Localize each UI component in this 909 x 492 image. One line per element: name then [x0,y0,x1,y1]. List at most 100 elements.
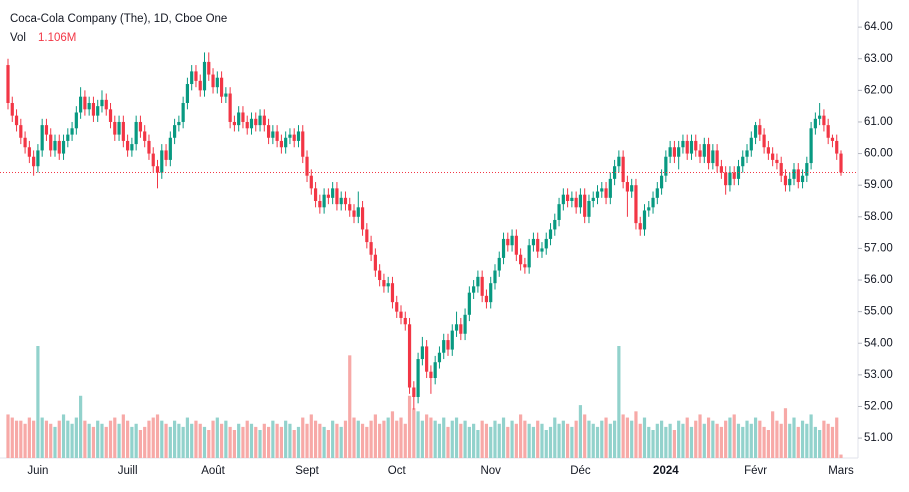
volume-bar [348,355,352,458]
volume-bar [147,420,151,458]
volume-bar [548,426,553,458]
candle-body [40,125,44,151]
volume-bar [574,420,578,458]
volume-bar [711,420,715,458]
candle-body [339,197,343,205]
volume-bar [467,426,471,458]
volume-bar [211,420,215,458]
candle-body [800,175,805,183]
candle-body [23,137,27,148]
candle-body [83,96,87,110]
volume-bar [232,430,237,458]
volume-bar [126,420,130,458]
candle-body [638,223,642,230]
volume-bar [262,423,266,458]
candle-body [497,257,501,271]
candle-body [595,191,600,198]
volume-bar [194,420,198,458]
candle-body [121,121,125,141]
candle-body [557,204,561,220]
volume-bar [57,420,61,458]
volume-bar [258,430,262,458]
candle-body [480,276,484,296]
candle-body [365,229,369,243]
volume-bar [719,426,723,458]
volume-bar [32,420,36,458]
volume-bar [634,411,638,458]
candle-body [378,270,382,281]
volume-bar [484,423,489,458]
volume-bar [190,423,194,458]
volume-bar [557,423,561,458]
candle-body [659,175,664,189]
candle-body [779,163,783,176]
volume-bar [360,423,365,458]
y-tick-label: 56.00 [864,274,893,286]
volume-bar [134,423,138,458]
volume-bar [275,423,279,458]
volume-bar [527,423,531,458]
candle-body [301,131,305,157]
volume-bar [536,420,540,458]
volume-bar [736,423,741,458]
candle-body [160,150,164,173]
candle-body [711,150,715,164]
y-tick-label: 62.00 [864,84,893,96]
candle-body [775,159,779,164]
volume-bar [604,417,608,458]
volume-bar [706,417,711,458]
candle-body [578,194,583,208]
volume-bar [788,423,792,458]
volume-bar [506,426,510,458]
volume-bar [689,426,694,458]
candle-body [275,131,279,141]
volume-bar [519,414,523,458]
volume-bar [23,423,27,458]
volume-bar [100,423,104,458]
candle-body [348,204,352,211]
volume-bar [771,411,775,458]
volume-bar [442,417,446,458]
volume-bar [160,420,164,458]
volume-bar [745,420,749,458]
volume-bar [651,430,655,458]
candle-body [484,295,489,303]
candle-body [190,71,194,85]
volume-bar [365,426,369,458]
volume-bar [395,420,399,458]
candle-body [805,163,809,176]
candle-body [373,254,377,271]
volume-bar [664,426,668,458]
volume-bar [437,423,442,458]
candle-body [352,210,356,217]
candle-body [322,194,326,208]
volume-bar [531,426,536,458]
volume-bar [151,417,155,458]
candle-body [672,147,676,157]
candle-body [386,283,390,287]
volume-bar [382,420,386,458]
x-tick-label: Déc [570,465,591,477]
volume-bar [608,423,612,458]
volume-bar [749,423,753,458]
candle-body [467,292,471,315]
volume-bar [792,417,796,458]
candle-body [61,140,66,154]
y-tick-label: 52.00 [864,401,893,413]
volume-bar [83,420,87,458]
candle-body [331,188,335,198]
candle-body [608,178,612,198]
candle-body [830,137,835,141]
candle-body [617,156,621,167]
candle-body [219,77,224,97]
candle-body [442,340,446,353]
volume-bar [677,420,681,458]
volume-bar [766,430,770,458]
volume-bar [309,414,313,458]
volume-bar [70,423,74,458]
candle-body [126,140,130,151]
volume-bar [454,417,459,458]
volume-bar [775,420,779,458]
candle-body [519,254,523,265]
chart-title: Coca-Cola Company (The), 1D, Cboe One [10,13,227,25]
